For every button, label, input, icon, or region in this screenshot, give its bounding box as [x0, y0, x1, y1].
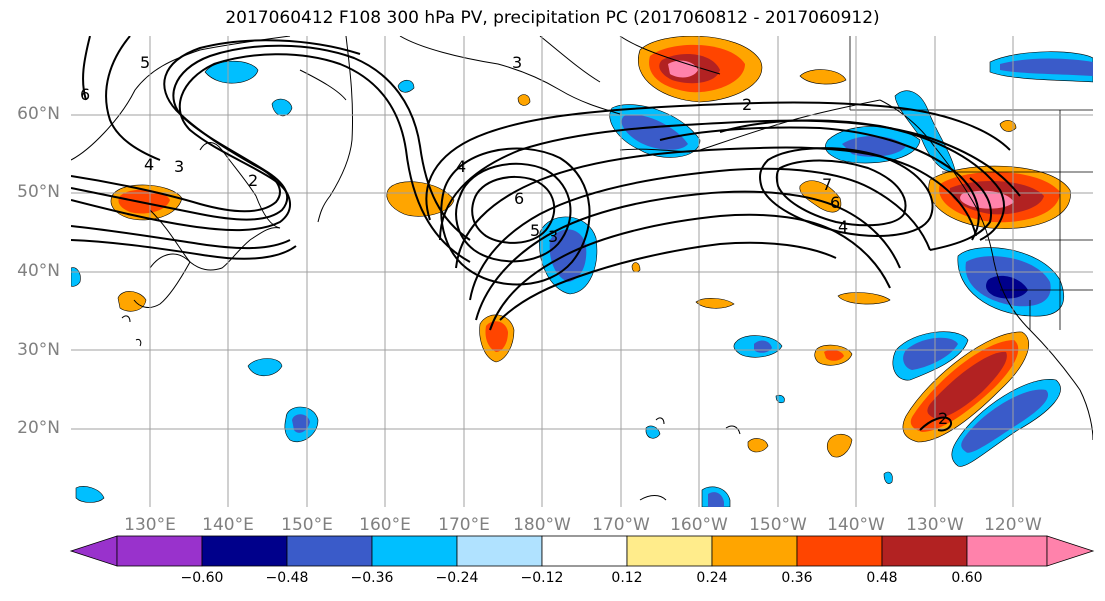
lon-label-160e: 160°E	[359, 515, 411, 535]
lat-label-50n: 50°N	[17, 182, 60, 202]
pv-contours	[71, 36, 1021, 432]
lat-label-20n: 20°N	[17, 418, 60, 438]
lon-label-170e: 170°E	[438, 515, 490, 535]
colorbar-bin	[966, 535, 1048, 567]
colorbar-bin	[796, 535, 883, 567]
colorbar-tick: 0.48	[866, 570, 898, 586]
colorbar-extend-high	[1046, 535, 1095, 567]
contour-label: 5	[530, 221, 540, 240]
colorbar-tick: −0.48	[265, 570, 309, 586]
colorbar-tick: −0.12	[520, 570, 564, 586]
lon-label-140e: 140°E	[202, 515, 254, 535]
colorbar-bin	[201, 535, 288, 567]
colorbar	[69, 535, 1095, 567]
lon-label-150w: 150°W	[749, 515, 807, 535]
colorbar-bin	[881, 535, 968, 567]
contour-label: 3	[174, 157, 184, 176]
contour-label: 6	[514, 189, 524, 208]
colorbar-tick: −0.36	[350, 570, 394, 586]
contour-label: 2	[248, 171, 258, 190]
precip-anomaly-shading	[71, 36, 1093, 507]
colorbar-bin	[371, 535, 458, 567]
lon-label-120w: 120°W	[984, 515, 1042, 535]
colorbar-extend-low	[69, 535, 118, 567]
map-title: 2017060412 F108 300 hPa PV, precipitatio…	[225, 8, 880, 28]
lon-label-160w: 160°W	[670, 515, 728, 535]
contour-labels: 6 5 4 3 2 3 4 6 5 3 2 7 6 4 2	[80, 53, 948, 428]
lon-label-130w: 130°W	[906, 515, 964, 535]
contour-label: 6	[830, 193, 840, 212]
colorbar-bin	[456, 535, 543, 567]
lat-label-40n: 40°N	[17, 261, 60, 281]
colorbar-tick: −0.60	[180, 570, 224, 586]
contour-label: 7	[822, 175, 832, 194]
contour-label: 4	[456, 157, 466, 176]
lon-label-140w: 140°W	[827, 515, 885, 535]
lon-label-130e: 130°E	[124, 515, 176, 535]
colorbar-tick: 0.36	[781, 570, 813, 586]
contour-label: 3	[512, 53, 522, 72]
colorbar-tick: 0.12	[611, 570, 643, 586]
colorbar-bin	[711, 535, 798, 567]
lon-label-180w: 180°W	[513, 515, 571, 535]
contour-label: 2	[938, 409, 948, 428]
lon-label-170w: 170°W	[592, 515, 650, 535]
colorbar-bin	[541, 535, 628, 567]
colorbar-bin	[626, 535, 713, 567]
contour-label: 4	[838, 217, 848, 236]
colorbar-bin	[286, 535, 373, 567]
contour-label: 4	[144, 155, 154, 174]
lat-label-30n: 30°N	[17, 340, 60, 360]
contour-label: 6	[80, 85, 90, 104]
contour-label: 5	[140, 53, 150, 72]
colorbar-tick: 0.60	[951, 570, 983, 586]
colorbar-bin	[116, 535, 203, 567]
contour-label: 2	[742, 95, 752, 114]
colorbar-tick: 0.24	[696, 570, 728, 586]
map-content: 6 5 4 3 2 3 4 6 5 3 2 7 6 4 2	[71, 36, 1093, 507]
contour-label: 3	[548, 227, 558, 246]
graticule	[71, 36, 1093, 507]
lon-label-150e: 150°E	[281, 515, 333, 535]
lat-label-60n: 60°N	[17, 104, 60, 124]
political-borders	[849, 36, 1093, 330]
colorbar-tick: −0.24	[435, 570, 479, 586]
